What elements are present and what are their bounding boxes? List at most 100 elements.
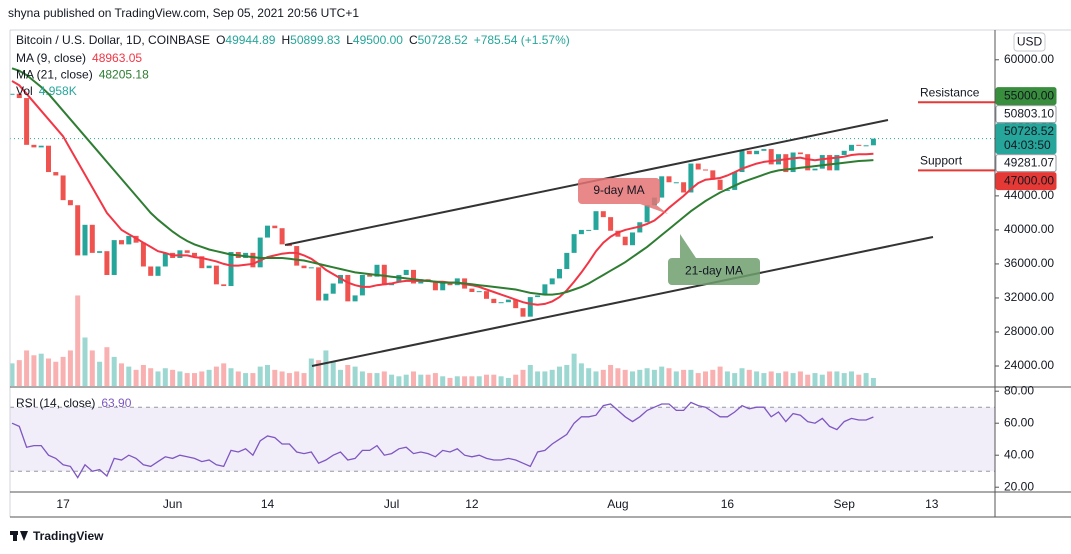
x-tick-label: Jun [163,497,182,511]
candle-body [797,152,803,155]
x-tick-label: Jul [384,497,399,511]
volume-bar [221,363,227,386]
candle-body [104,251,110,275]
candle-body [666,176,672,183]
volume-bar [498,376,504,386]
volume-bar [24,350,30,386]
candle-body [505,299,511,303]
candle-body [717,179,723,190]
legend-name: MA (21, close) [16,68,93,82]
candle-body [345,274,351,302]
price-badge [995,105,1057,124]
volume-bar [432,373,438,386]
volume-bar [411,371,416,386]
candle-body [403,269,409,275]
footer-logo: TradingView [10,529,104,543]
candle-body [695,163,701,170]
legend-value: 4.958K [39,84,77,98]
candle-body [571,234,577,253]
legend-row: MA (21, close) 48205.18 [16,68,149,82]
legend-name: Vol [16,84,33,98]
candle-body [673,182,679,184]
volume-bar [16,360,22,386]
ohlc-value: 49500.00 [353,33,403,47]
currency-label[interactable]: USD [1017,35,1043,49]
volume-bar [819,374,825,386]
callout-text: 9-day MA [593,183,644,197]
candle-body [484,291,489,299]
callout-box [668,258,760,285]
candle-body [97,251,103,253]
candle-body [75,205,81,256]
volume-bar [659,366,665,386]
volume-bar [75,295,81,386]
ohlc-key: C [409,33,418,47]
price-badge-label: 50803.10 [1004,106,1054,120]
y-tick-label: 40.00 [1004,447,1034,461]
volume-bar [126,366,132,386]
volume-bar [104,347,110,386]
volume-bar [213,366,219,386]
volume-bar [206,369,212,386]
ma-line [11,67,874,296]
volume-bar [177,371,183,386]
candle-body [841,150,847,156]
volume-bar [367,373,373,386]
volume-bar [454,376,460,386]
axis-layer: USD 17Jun14Jul12Aug16Sep1360000.0056000.… [9,29,1071,518]
volume-bar [155,371,161,386]
candle-body [615,230,621,237]
volume-bar [805,374,811,386]
volume-bar [673,371,679,386]
volume-bar [97,361,103,386]
y-tick-label: 36000.00 [1004,256,1054,270]
candle-body [279,228,285,245]
callout-pointer [640,204,668,214]
volume-bar [403,374,409,386]
y-tick-label: 44000.00 [1004,188,1054,202]
volume-bar [578,363,584,386]
volume-bar [797,371,803,386]
candle-body [746,150,752,155]
x-tick-label: 13 [925,497,939,511]
legend-name: MA (9, close) [16,51,86,65]
candle-body [140,242,146,267]
candle-body [783,154,789,173]
volume-bar [374,373,380,386]
price-badge-label: 47000.00 [1004,173,1054,187]
x-tick-label: Aug [607,497,628,511]
volume-bar [235,371,241,386]
volume-bar [53,361,59,386]
volume-bar [849,371,854,386]
price-badge [995,154,1057,173]
candle-body [863,145,869,147]
price-badge-label: 49281.07 [1004,155,1054,169]
candle-body [608,217,614,231]
volume-bar [359,371,365,386]
volume-bar [140,364,146,386]
volume-bar [425,374,431,386]
candle-body [199,256,205,269]
volume-bar [148,368,154,386]
candle-body [578,229,584,235]
candle-body [542,284,548,296]
candle-body [440,282,446,291]
candle-body [870,138,876,146]
volume-bar [761,373,767,386]
candle-body [754,150,760,155]
candle-body [732,172,738,190]
price-badge-label: 55000.00 [1004,88,1054,102]
candle-body [162,252,168,267]
currency-button[interactable] [1013,32,1046,52]
candle-body [46,145,51,173]
volume-bar [724,371,730,386]
candle-body [411,269,416,284]
volume-bar [834,371,840,386]
volume-bar [564,364,570,386]
marks-layer [9,67,876,479]
callout-box [578,178,660,204]
candle-body [849,144,854,151]
candle-body [600,211,606,218]
volume-bar [717,366,723,386]
volume-bar [294,371,300,386]
